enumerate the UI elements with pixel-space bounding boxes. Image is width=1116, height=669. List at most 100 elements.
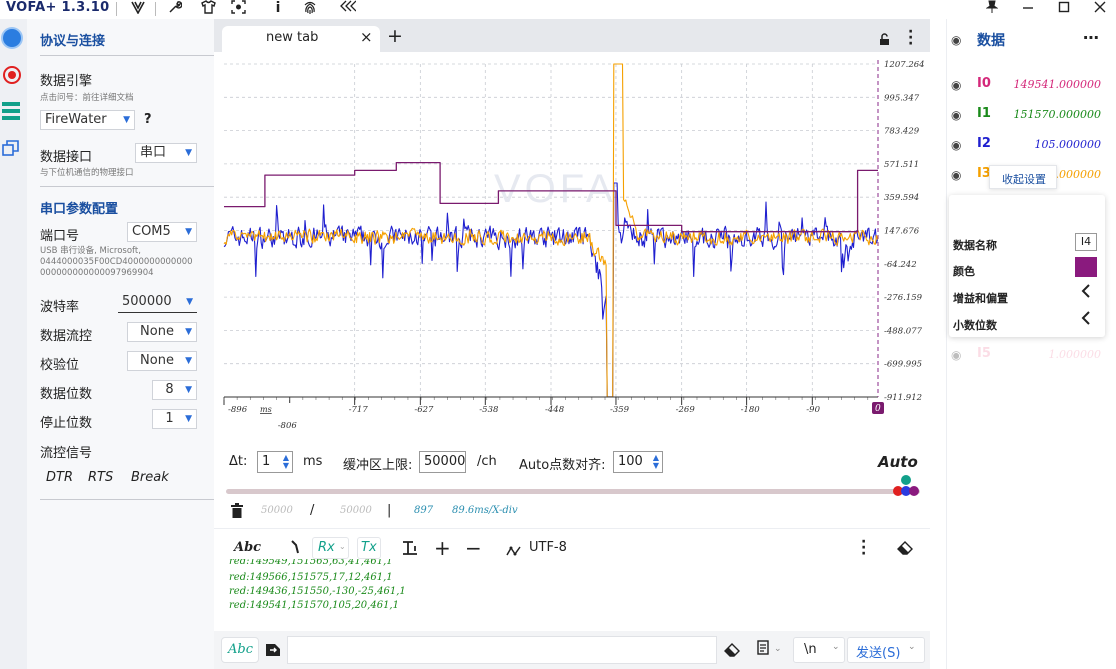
stats-buffer-total: 50000 <box>340 505 372 516</box>
channel-row-i0[interactable]: ◉ I0 149541.000000 <box>947 75 1107 97</box>
minimize-icon[interactable] <box>1018 0 1038 18</box>
list-icon[interactable] <box>2 102 20 120</box>
auto-align-value: 100 <box>618 454 643 469</box>
log-menu-icon[interactable]: · · · <box>861 534 867 562</box>
y-tick-label: -699.995 <box>884 360 922 370</box>
collapse-settings-tooltip[interactable]: 收起设置 <box>989 165 1057 189</box>
shirt-icon[interactable] <box>198 0 218 18</box>
double-chevron-left-icon[interactable] <box>336 0 358 18</box>
break-button[interactable]: Break <box>131 470 169 485</box>
tx-toggle[interactable]: Tx <box>357 537 381 559</box>
maximize-icon[interactable] <box>1054 0 1074 18</box>
auto-mode-button[interactable]: Auto <box>878 453 918 471</box>
eye-icon[interactable]: ◉ <box>951 78 962 92</box>
pin-icon[interactable] <box>982 0 1002 18</box>
lock-icon[interactable] <box>879 31 892 50</box>
tab-menu-icon[interactable]: · · · <box>908 24 914 52</box>
channel-value: 105.000000 <box>1034 138 1101 151</box>
decimal-label: 小数位数 <box>953 319 997 332</box>
chevron-down-icon[interactable]: ⌄ <box>774 644 782 654</box>
send-abc-button[interactable]: Abc <box>221 637 259 663</box>
channel-row-i2[interactable]: ◉ I2 105.000000 <box>947 135 1107 157</box>
eraser-icon[interactable] <box>897 540 913 559</box>
rts-button[interactable]: RTS <box>88 470 114 485</box>
buffer-input[interactable]: 50000 <box>419 451 466 473</box>
interface-hint: 与下位机通信的物理接口 <box>40 168 134 178</box>
flow-select[interactable]: None ▼ <box>127 322 197 342</box>
add-tab-button[interactable]: + <box>387 25 403 47</box>
timestamp-icon[interactable] <box>290 539 302 559</box>
zoom-out-icon[interactable]: − <box>465 536 482 560</box>
stopbits-select[interactable]: 1 ▼ <box>152 409 197 429</box>
channel-row-i1[interactable]: ◉ I1 151570.000000 <box>947 105 1107 127</box>
x-tick-label: -90 <box>806 405 820 415</box>
parity-label: 校验位 <box>40 358 80 373</box>
eye-icon[interactable]: ◉ <box>951 138 962 152</box>
chevron-left-icon[interactable] <box>1081 310 1091 330</box>
eye-icon[interactable]: ◉ <box>951 33 962 47</box>
auto-align-input[interactable]: 100 ▲ ▼ <box>613 451 663 473</box>
channel-row-i5[interactable]: ◉ I5 1.000000 <box>947 345 1107 367</box>
baud-select[interactable]: 500000 ▼ <box>118 293 197 313</box>
connect-status-icon[interactable] <box>3 29 21 47</box>
port-select[interactable]: COM5 ▼ <box>127 222 197 242</box>
send-input[interactable] <box>287 636 717 664</box>
eye-icon[interactable]: ◉ <box>951 348 962 362</box>
send-history-icon[interactable] <box>756 640 770 660</box>
close-icon[interactable] <box>1090 0 1110 18</box>
name-input[interactable]: I4 <box>1075 233 1097 251</box>
dt-input[interactable]: 1 ▲ ▼ <box>257 451 293 473</box>
dtr-button[interactable]: DTR <box>46 470 73 485</box>
newline-select[interactable]: \n ⌄ <box>793 637 845 663</box>
series-line-i4 <box>224 161 878 233</box>
zoom-in-icon[interactable]: + <box>434 536 451 560</box>
record-icon[interactable] <box>3 66 21 84</box>
chevron-left-icon[interactable] <box>1081 283 1091 303</box>
waveform-chart[interactable]: VOFA 1207.264 995.347 783.429 571.511 359.59… <box>214 52 930 431</box>
eye-icon[interactable]: ◉ <box>951 168 962 182</box>
send-button[interactable]: 发送(S) ⌄ <box>847 637 925 663</box>
databits-select[interactable]: 8 ▼ <box>152 380 197 400</box>
text-format-icon[interactable] <box>402 540 418 560</box>
history-slider[interactable] <box>226 489 920 494</box>
more-icon[interactable]: ⋯ <box>1083 28 1099 47</box>
chevron-down-icon: ▼ <box>186 297 193 307</box>
waveform-icon[interactable] <box>506 542 522 561</box>
fingerprint-icon[interactable] <box>300 0 320 18</box>
channel-name: I5 <box>977 346 991 361</box>
engine-help-button[interactable]: ? <box>144 112 152 127</box>
stopbits-label: 停止位数 <box>40 416 93 431</box>
camera-icon[interactable] <box>228 0 248 18</box>
encoding-select[interactable]: UTF-8 <box>529 540 567 555</box>
divider <box>40 55 224 56</box>
databits-label: 数据位数 <box>40 387 93 402</box>
x-unit-label: ms <box>260 405 272 414</box>
color-swatch[interactable] <box>1075 257 1097 277</box>
tab-close-icon[interactable]: × <box>360 28 373 46</box>
log-abc-button[interactable]: Abc <box>234 540 262 555</box>
channel-row-i3[interactable]: ◉ I3 0.000000 <box>947 165 1107 187</box>
clear-send-icon[interactable] <box>724 642 740 661</box>
send-file-icon[interactable] <box>265 642 281 661</box>
stats-point-count: 897 <box>414 505 434 516</box>
interface-select[interactable]: 串口 ▼ <box>135 143 197 163</box>
x-tick-label: -717 <box>349 405 369 415</box>
info-icon[interactable]: i <box>275 0 281 16</box>
spin-icon[interactable]: ▲ ▼ <box>652 453 659 470</box>
title-separator <box>116 2 117 16</box>
vofa-logo-icon[interactable] <box>128 0 148 18</box>
divider <box>40 186 224 187</box>
trash-icon[interactable] <box>230 503 244 523</box>
windows-icon[interactable] <box>2 139 20 157</box>
wrench-icon[interactable] <box>165 0 185 18</box>
chart-watermark: VOFA <box>494 167 617 211</box>
tab-new-tab[interactable]: new tab × <box>222 26 380 52</box>
spin-icon[interactable]: ▲ ▼ <box>282 453 289 470</box>
log-line: red:149566,151575,17,12,461,1 <box>229 572 393 583</box>
engine-select[interactable]: FireWater ▼ <box>40 110 135 130</box>
parity-select[interactable]: None ▼ <box>127 351 197 371</box>
eye-icon[interactable]: ◉ <box>951 108 962 122</box>
rx-toggle[interactable]: Rx ⌄ <box>312 537 349 559</box>
app-title: VOFA+ 1.3.10 <box>6 0 110 15</box>
slider-handle[interactable] <box>893 475 920 499</box>
